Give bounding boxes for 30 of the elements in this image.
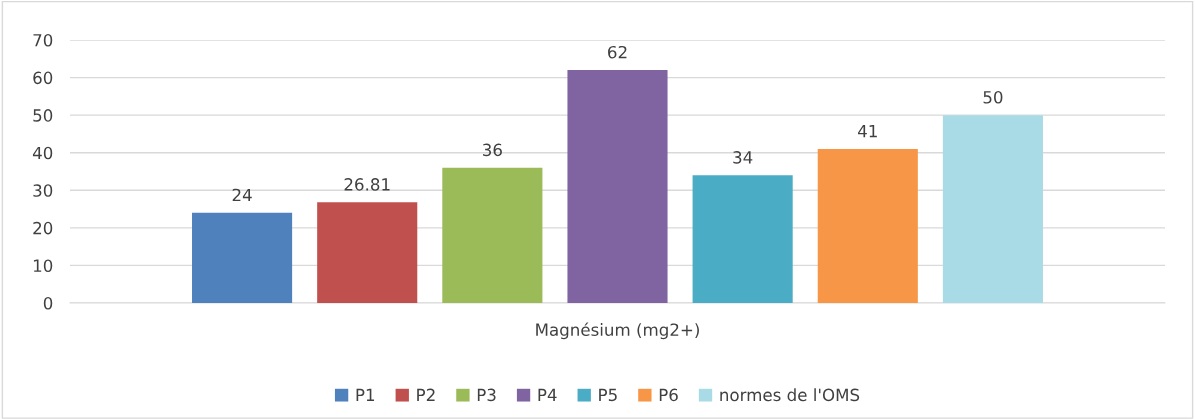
bar [317,202,418,303]
y-tick-label: 20 [33,221,53,235]
legend-label: P4 [538,388,557,401]
bar [817,148,918,303]
data-label: 34 [733,151,753,164]
data-label: 50 [983,90,1003,104]
y-tick-label: 50 [33,109,53,122]
y-tick-label: 70 [33,33,53,47]
y-tick-label: 60 [33,71,53,85]
data-label: 24 [232,188,252,202]
bar [942,115,1043,303]
legend-label: P3 [477,388,496,402]
data-label: 62 [608,45,627,59]
legend-label: P5 [599,388,617,402]
data-label: 36 [483,143,502,157]
y-tick-label: 0 [43,296,53,310]
legend-label: P6 [659,388,678,402]
y-tick-label: 40 [32,146,53,160]
bar [692,175,793,303]
bar [192,212,293,303]
legend-label: normes de l'OMS [720,388,860,402]
x-tick-label: Magnésium (mg2+) [536,322,699,340]
legend-label: P2 [417,388,435,401]
data-label: 26.81 [344,178,390,191]
y-tick-label: 10 [33,259,53,272]
y-tick-label: 30 [33,184,53,197]
data-label: 41 [858,125,877,138]
bar [442,167,543,303]
bar [567,70,668,303]
legend-label: P1 [356,388,375,401]
